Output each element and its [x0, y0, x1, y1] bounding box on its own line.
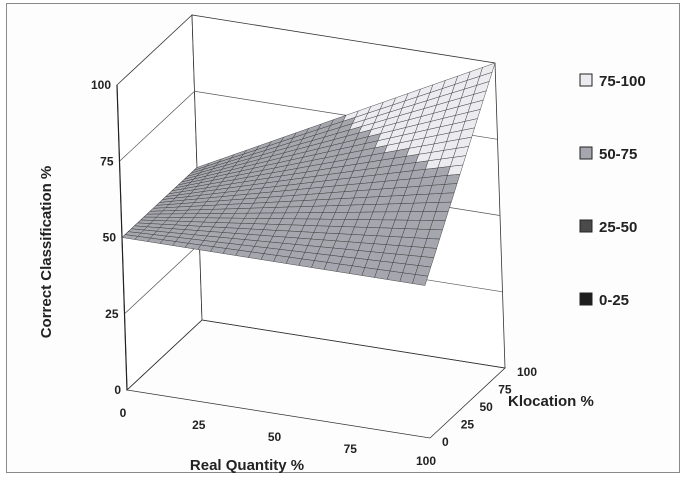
- tick-labels: 0 25 50 75 100 0 25 50 75 100 0 25 50 75 100: [91, 78, 537, 468]
- x-tick-label: 100: [416, 454, 436, 468]
- legend-label: 25-50: [599, 219, 637, 236]
- z-tick-label: 50: [103, 231, 117, 245]
- floor: [126, 319, 506, 439]
- surface-cell: [412, 274, 429, 286]
- y-axis-label: Klocation %: [508, 393, 594, 410]
- z-tick-label: 75: [100, 154, 114, 168]
- x-tick-label: 75: [344, 442, 358, 456]
- x-tick-label: 25: [192, 418, 206, 432]
- surface-cell: [429, 220, 446, 231]
- legend-swatch: [579, 292, 593, 306]
- legend-swatch: [579, 146, 593, 160]
- surface-plot: [121, 62, 496, 286]
- legend-label: 0-25: [599, 292, 629, 309]
- z-tick-label: 100: [91, 78, 111, 92]
- legend-label: 75-100: [599, 73, 646, 90]
- surface-cell: [417, 256, 435, 268]
- legend-label: 50-75: [599, 146, 637, 163]
- x-tick-label: 50: [268, 430, 282, 444]
- legend-swatch: [579, 219, 593, 233]
- y-tick-label: 25: [461, 418, 475, 432]
- surface-cell: [432, 211, 449, 221]
- y-tick-label: 50: [480, 400, 494, 414]
- surface-cell: [420, 247, 437, 258]
- z-tick-label: 0: [114, 383, 121, 397]
- surface-cell: [426, 229, 443, 240]
- x-tick-label: 0: [120, 406, 127, 420]
- surface-cell: [423, 238, 440, 249]
- y-tick-label: 75: [498, 383, 512, 397]
- z-tick-label: 25: [105, 307, 119, 321]
- z-axis-label: Correct Classification %: [38, 166, 55, 339]
- y-tick-label: 0: [442, 435, 449, 449]
- legend: 75-100 50-75 25-50 0-25: [579, 73, 646, 309]
- y-tick-label: 100: [517, 365, 537, 379]
- legend-swatch: [579, 73, 593, 87]
- x-axis-label: Real Quantity %: [190, 457, 304, 474]
